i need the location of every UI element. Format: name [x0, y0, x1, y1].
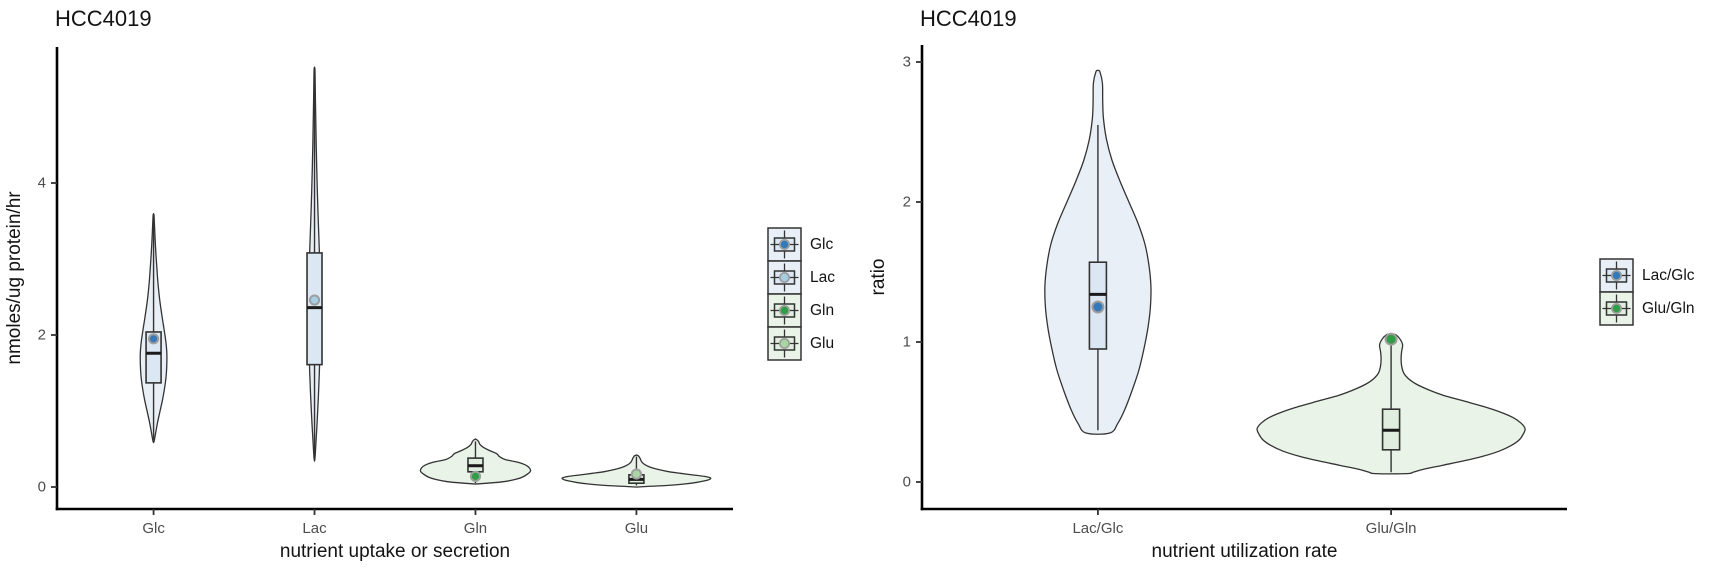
x-tick-label-left: Glu — [625, 520, 648, 537]
y-tick-label-left: 4 — [38, 175, 46, 192]
legend-key-point-glu — [779, 337, 791, 349]
legend-key-point-gln — [779, 304, 791, 316]
legend-label-lac: Lac — [810, 269, 835, 286]
mean-point-lac-glc — [1091, 300, 1105, 314]
legend-key-point-lac — [779, 271, 791, 283]
x-tick-label-left: Lac — [302, 520, 327, 537]
mean-point-glu-gln — [1384, 332, 1398, 346]
y-axis-title-right: ratio — [868, 259, 889, 296]
panel-title-left: HCC4019 — [55, 6, 152, 31]
legend-key-point-lac-glc — [1611, 269, 1623, 281]
x-tick-label-left: Gln — [464, 520, 487, 537]
legend-label-lac-glc: Lac/Glc — [1642, 267, 1695, 284]
x-tick-label-right: Lac/Glc — [1072, 520, 1123, 537]
mean-point-gln — [469, 470, 482, 482]
x-axis-title-right: nutrient utilization rate — [1152, 541, 1338, 562]
legend-key-point-glu-gln — [1611, 302, 1623, 314]
legend-label-glc: Glc — [810, 236, 834, 253]
legend-label-gln: Gln — [810, 302, 834, 319]
panel-title-right: HCC4019 — [920, 6, 1017, 31]
legend-label-glu-gln: Glu/Gln — [1642, 300, 1695, 317]
mean-point-glu — [630, 468, 643, 480]
x-axis-title-left: nutrient uptake or secretion — [280, 541, 510, 562]
mean-point-glc — [147, 333, 160, 345]
mean-point-lac — [308, 294, 321, 306]
y-tick-label-left: 2 — [38, 327, 46, 344]
x-tick-label-left: Glc — [142, 520, 165, 537]
y-axis-title-left: nmoles/ug protein/hr — [4, 191, 25, 365]
legend-key-point-glc — [779, 238, 791, 250]
box-glc — [145, 331, 162, 384]
y-tick-label-right: 0 — [903, 474, 911, 491]
y-tick-label-right: 3 — [903, 54, 911, 71]
legend-label-glu: Glu — [810, 335, 834, 352]
y-tick-label-right: 1 — [903, 334, 911, 351]
y-tick-label-right: 2 — [903, 194, 911, 211]
x-tick-label-right: Glu/Gln — [1366, 520, 1417, 537]
y-tick-label-left: 0 — [38, 479, 46, 496]
